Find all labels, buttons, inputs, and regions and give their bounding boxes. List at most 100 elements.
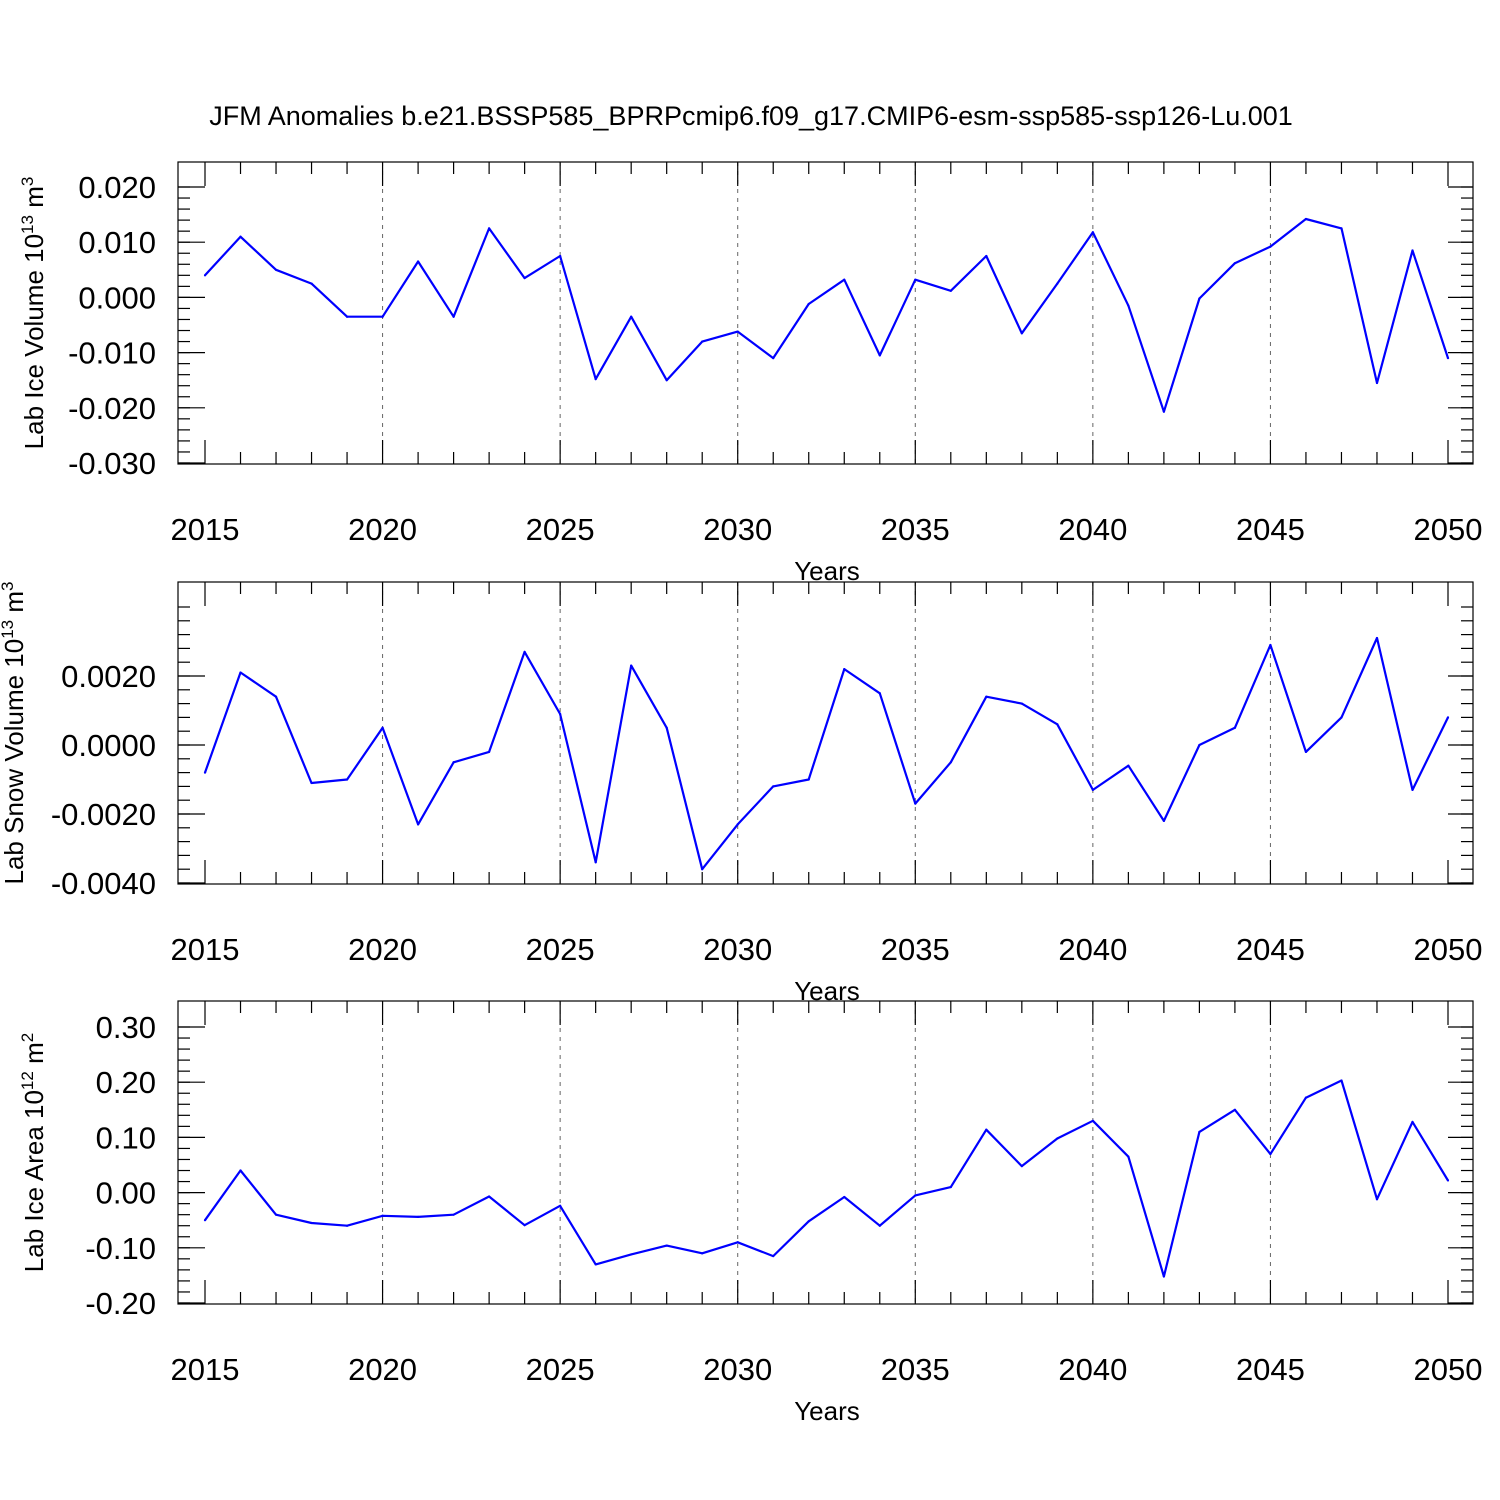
data-point <box>1091 231 1094 234</box>
data-point <box>416 1215 420 1218</box>
data-point <box>203 1219 207 1222</box>
data-point <box>523 650 526 653</box>
x-tick-label: 2025 <box>526 1352 595 1387</box>
data-point <box>1411 1120 1414 1124</box>
chart-panel-3: 2015 2020 2025 2030 2035 2040 2045 2050 -0.20 -0.… <box>18 1000 1482 1426</box>
x-tick-label: 2045 <box>1236 512 1305 547</box>
x-tick-label: 2020 <box>348 512 417 547</box>
data-point <box>914 278 917 281</box>
data-point <box>239 235 242 238</box>
y-tick-label: -0.030 <box>68 446 156 481</box>
data-point <box>1127 764 1130 767</box>
data-point <box>345 1224 349 1227</box>
data-point <box>381 315 384 318</box>
data-point <box>488 227 491 230</box>
x-tick-label: 2020 <box>348 932 417 967</box>
data-point <box>381 1214 384 1217</box>
data-point <box>381 726 384 729</box>
data-point <box>274 1213 278 1216</box>
data-point <box>488 1195 491 1198</box>
data-point <box>1304 217 1308 221</box>
x-tick-label: 2040 <box>1058 512 1127 547</box>
data-point <box>1446 716 1450 719</box>
data-point <box>1375 1198 1379 1201</box>
data-point <box>1198 743 1201 747</box>
data-point <box>1162 1275 1165 1278</box>
data-point <box>345 778 349 781</box>
data-point <box>1233 262 1237 265</box>
data-point <box>1446 357 1450 360</box>
data-point <box>310 282 313 285</box>
data-point <box>665 726 668 729</box>
data-point <box>1162 410 1165 413</box>
x-tick-label: 2040 <box>1058 1352 1127 1387</box>
data-point <box>736 823 739 826</box>
y-tick-label: -0.20 <box>85 1286 156 1321</box>
data-point <box>1269 1152 1272 1156</box>
data-point <box>843 278 846 281</box>
x-tick-label: 2045 <box>1236 1352 1305 1387</box>
x-axis-title: Years <box>794 1396 860 1426</box>
data-point <box>878 1224 881 1227</box>
x-tick-label: 2035 <box>881 1352 950 1387</box>
data-point <box>274 268 278 271</box>
data-point <box>559 1204 562 1207</box>
data-point <box>1020 332 1023 335</box>
x-tick-label: 2025 <box>526 512 595 547</box>
data-point <box>594 1263 597 1266</box>
plot-frame <box>177 581 1474 885</box>
data-point <box>310 1221 313 1225</box>
data-point <box>701 1252 704 1255</box>
figure-title: JFM Anomalies b.e21.BSSP585_BPRPcmip6.f0… <box>209 101 1293 131</box>
plot-frame <box>177 1000 1474 1305</box>
series-line <box>204 1079 1449 1278</box>
data-point <box>736 1241 739 1244</box>
x-tick-label: 2035 <box>881 932 950 967</box>
x-tick-label: 2020 <box>348 1352 417 1387</box>
data-point <box>807 1220 810 1223</box>
data-point <box>1233 726 1237 729</box>
series-line <box>204 217 1450 413</box>
data-point <box>1162 819 1165 823</box>
x-tick-label: 2050 <box>1414 512 1483 547</box>
y-axis-title: Lab Ice Area 1012 m2 <box>18 1033 49 1272</box>
data-point <box>985 254 988 258</box>
y-tick-label: -0.10 <box>85 1231 156 1266</box>
data-point <box>452 315 455 318</box>
data-point <box>914 802 917 805</box>
data-point <box>203 771 207 774</box>
data-point <box>345 315 349 318</box>
plot-frame <box>177 161 1474 465</box>
data-point <box>559 254 562 258</box>
x-tick-label: 2015 <box>171 512 240 547</box>
data-point <box>1056 723 1059 726</box>
data-point <box>1091 788 1094 791</box>
data-point <box>701 340 704 343</box>
data-point <box>488 750 491 754</box>
y-tick-label: 0.0000 <box>61 728 156 763</box>
x-tick-label: 2040 <box>1058 932 1127 967</box>
x-tick-label: 2025 <box>526 932 595 967</box>
data-point <box>985 695 988 698</box>
data-point <box>416 823 420 826</box>
data-point <box>1127 1155 1130 1158</box>
data-point <box>949 289 952 292</box>
data-point <box>594 377 597 381</box>
data-point <box>452 1213 455 1216</box>
data-point <box>878 692 881 695</box>
data-point <box>949 761 952 764</box>
data-point <box>1340 716 1343 719</box>
data-point <box>523 276 526 280</box>
data-point <box>1375 636 1379 640</box>
data-point <box>274 695 278 698</box>
data-point <box>630 664 633 667</box>
x-tick-label: 2030 <box>703 512 772 547</box>
x-axis-title: Years <box>794 556 860 586</box>
data-point <box>239 1169 242 1172</box>
data-point <box>701 868 704 871</box>
data-point <box>1091 1119 1094 1122</box>
data-point <box>1411 249 1414 252</box>
data-point <box>1056 282 1059 285</box>
data-point <box>949 1185 952 1189</box>
data-point <box>843 668 846 671</box>
